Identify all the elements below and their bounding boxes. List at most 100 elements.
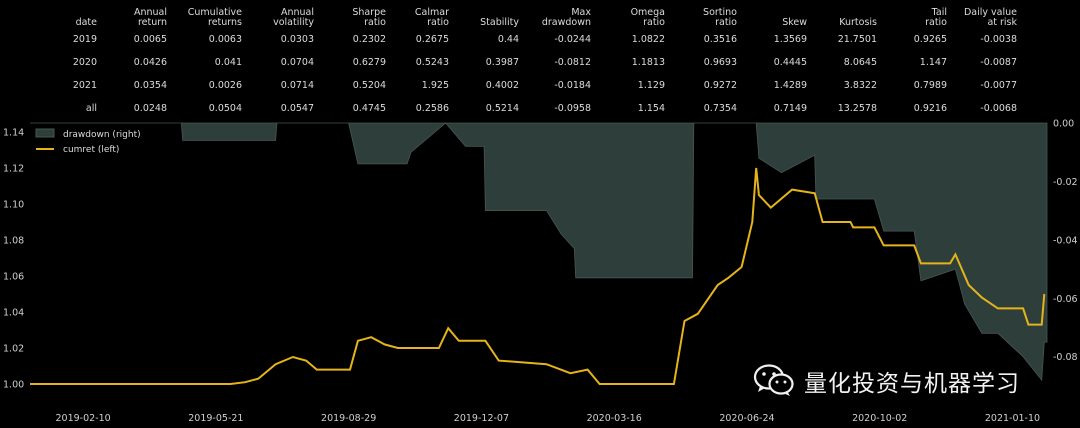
table-cell: 0.9693: [703, 57, 737, 68]
table-row: 2019 0.0065 0.0063 0.0303 0.2302 0.2675 0.44 -0…: [30, 28, 1017, 51]
column-header: date: [30, 4, 97, 28]
left-tick-label: 1.02: [3, 344, 24, 355]
x-tick-label: 2021-01-10: [985, 413, 1040, 424]
cumret-line: [30, 167, 1046, 385]
x-tick-label: 2019-08-29: [321, 413, 376, 424]
watermark-text: 量化投资与机器学习: [804, 371, 1020, 397]
x-axis-ticks: 2019-02-10 2019-05-21 2019-08-29 2019-12-07…: [55, 413, 1040, 424]
left-tick-label: 1.00: [3, 380, 24, 391]
left-axis-ticks: 1.00 1.02 1.04 1.06 1.08 1.10 1.12 1.14: [3, 128, 24, 391]
table-cell: 0.0504: [208, 103, 242, 114]
column-header: Sortino ratio: [665, 4, 737, 28]
table-cell: 0.2675: [415, 34, 449, 45]
row-label: 2020: [72, 57, 97, 68]
table-cell: 0.2586: [415, 103, 449, 114]
column-header-line: Sortino: [703, 7, 737, 18]
column-header-line: ratio: [715, 17, 737, 28]
table-row: 2021 0.0354 0.0026 0.0714 0.5204 1.925 0.4002 -…: [30, 74, 1017, 97]
column-header-line: Tail: [931, 7, 947, 18]
table-cell: -0.0068: [980, 103, 1017, 114]
table-cell: 0.0714: [280, 80, 314, 91]
table-row: all 0.0248 0.0504 0.0547 0.4745 0.2586 0.5214 -…: [30, 97, 1017, 120]
column-header: Sharpe ratio: [314, 4, 386, 28]
x-tick-label: 2020-03-16: [587, 413, 642, 424]
column-header: Max drawdown: [519, 4, 591, 28]
table-cell: 0.0426: [133, 57, 167, 68]
column-header-line: returns: [208, 17, 242, 28]
table-cell: 21.7501: [837, 34, 877, 45]
table-cell: 0.0303: [280, 34, 314, 45]
table-cell: -0.0184: [554, 80, 591, 91]
table-cell: 0.7989: [913, 80, 947, 91]
column-header: Annual volatility: [242, 4, 314, 28]
column-header-line: Max: [571, 7, 591, 18]
x-tick-label: 2020-10-02: [852, 413, 907, 424]
table-cell: 1.129: [637, 80, 665, 91]
right-tick-label: -0.04: [1053, 235, 1078, 246]
table-cell: 13.2578: [837, 103, 877, 114]
table-cell: 0.44: [497, 34, 519, 45]
right-axis-ticks: 0.00 -0.02 -0.04 -0.06 -0.08: [1053, 119, 1078, 364]
left-tick-label: 1.04: [3, 308, 24, 319]
table-cell: 0.0704: [280, 57, 314, 68]
right-tick-label: -0.06: [1053, 294, 1078, 305]
table-cell: -0.0958: [554, 103, 591, 114]
left-tick-label: 1.10: [3, 200, 24, 211]
table-cell: -0.0812: [554, 57, 591, 68]
table-cell: 0.9272: [703, 80, 737, 91]
column-header-line: drawdown: [541, 17, 591, 28]
column-header-line: Skew: [782, 17, 807, 28]
wechat-icon: [753, 364, 794, 396]
column-header-line: ratio: [643, 17, 665, 28]
column-header-line: Calmar: [414, 7, 449, 18]
row-label: 2019: [72, 34, 97, 45]
column-header-line: Cumulative: [187, 7, 242, 18]
table-cell: 0.041: [214, 57, 242, 68]
x-tick-label: 2019-12-07: [454, 413, 509, 424]
column-header-line: ratio: [427, 17, 449, 28]
column-header-line: Stability: [480, 17, 519, 28]
column-header: Omega ratio: [591, 4, 665, 28]
left-tick-label: 1.14: [3, 128, 24, 139]
table-cell: 0.4745: [352, 103, 386, 114]
column-header-line: Annual: [133, 7, 167, 18]
table-cell: 3.8322: [843, 80, 877, 91]
row-label: 2021: [72, 80, 97, 91]
drawdown-area: [30, 122, 1048, 382]
column-header: Calmar ratio: [386, 4, 449, 28]
column-header-line: ratio: [925, 17, 947, 28]
column-header-line: volatility: [273, 17, 314, 28]
legend: drawdown (right) cumret (left): [35, 128, 141, 155]
column-header: Daily value at risk: [947, 4, 1017, 28]
table-cell: 0.5214: [485, 103, 519, 114]
legend-label-drawdown: drawdown (right): [63, 130, 141, 140]
statistics-body: 2019 0.0065 0.0063 0.0303 0.2302 0.2675 0.44 -0…: [30, 28, 1017, 120]
right-tick-label: -0.08: [1053, 352, 1078, 363]
legend-label-cumret: cumret (left): [63, 145, 119, 155]
column-header-line: return: [137, 17, 167, 28]
column-header-line: date: [75, 17, 97, 28]
table-cell: 0.0063: [208, 34, 242, 45]
table-cell: 0.3987: [485, 57, 519, 68]
column-header-line: Kurtosis: [839, 17, 877, 28]
left-tick-label: 1.08: [3, 236, 24, 247]
table-cell: 0.0026: [208, 80, 242, 91]
table-cell: 0.0248: [133, 103, 167, 114]
column-header: Stability: [449, 4, 519, 28]
column-header: Annual return: [97, 4, 167, 28]
right-tick-label: -0.02: [1053, 177, 1078, 188]
table-cell: 0.4002: [485, 80, 519, 91]
table-row: 2020 0.0426 0.041 0.0704 0.6279 0.5243 0.3987 -…: [30, 51, 1017, 74]
table-cell: -0.0087: [980, 57, 1017, 68]
x-tick-label: 2020-06-24: [719, 413, 774, 424]
table-cell: 0.9216: [913, 103, 947, 114]
table-cell: 1.0822: [631, 34, 665, 45]
table-cell: -0.0077: [980, 80, 1017, 91]
table-cell: 0.4445: [773, 57, 807, 68]
table-cell: 0.0065: [133, 34, 167, 45]
column-header-line: ratio: [364, 17, 386, 28]
table-cell: 1.147: [919, 57, 947, 68]
row-label: all: [85, 103, 97, 114]
column-header-line: Annual: [280, 7, 314, 18]
column-header: Skew: [737, 4, 807, 28]
